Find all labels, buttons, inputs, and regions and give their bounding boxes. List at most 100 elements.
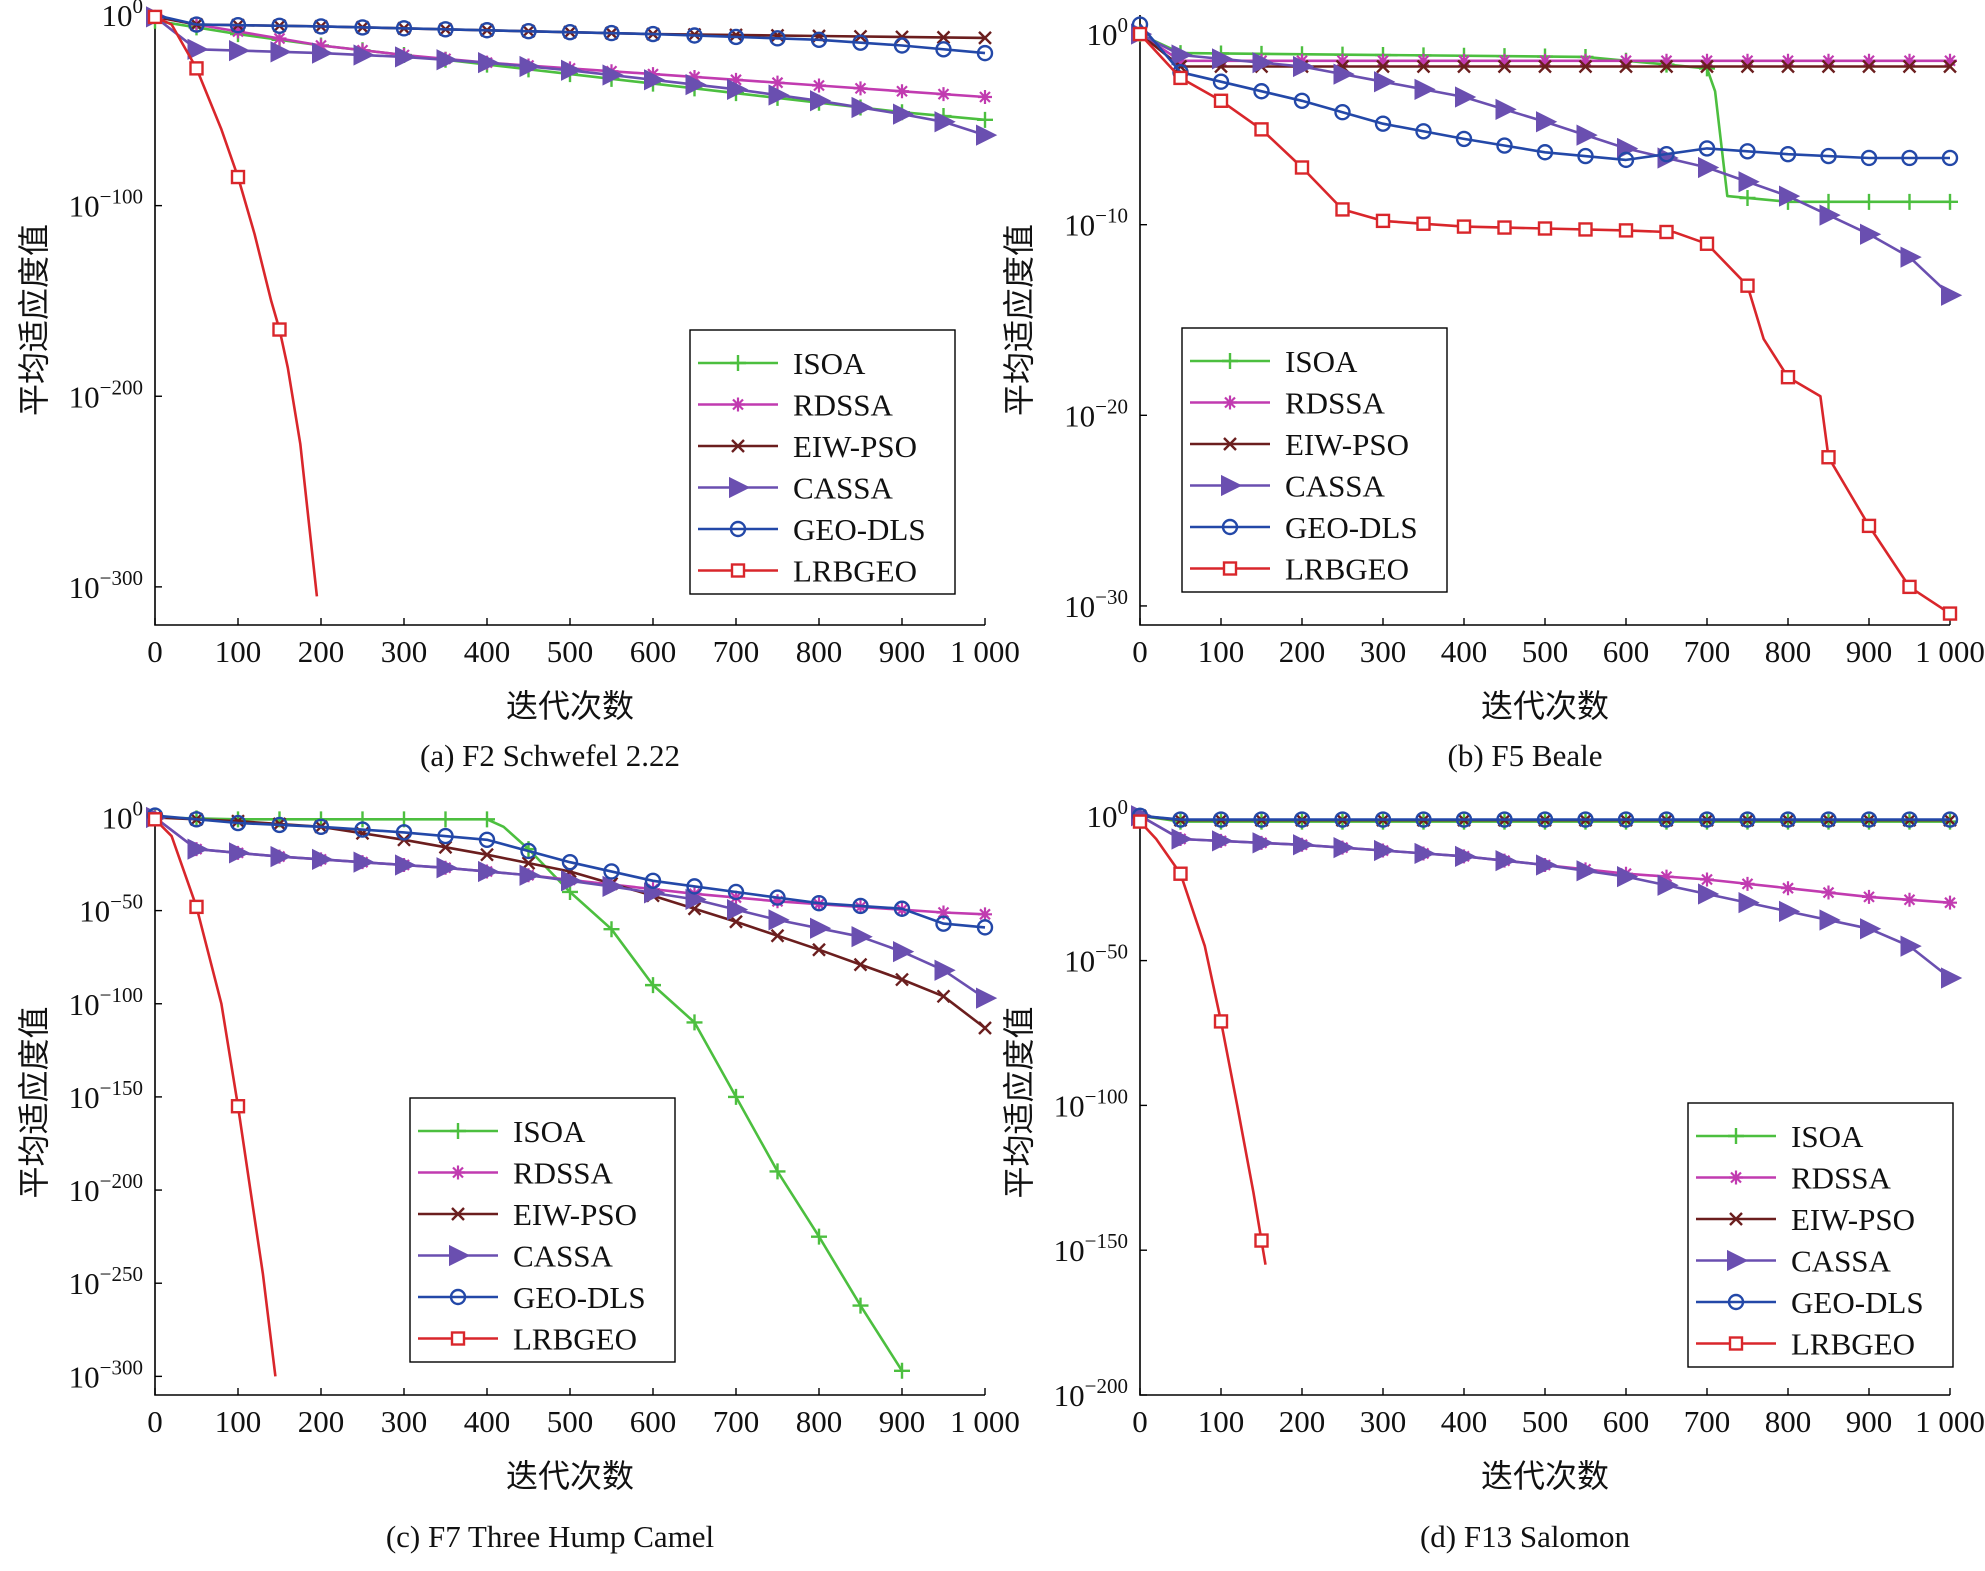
x-tick-label: 700 [1684, 1404, 1731, 1439]
series-line [1139, 32, 1951, 297]
series-line [154, 13, 986, 55]
series-marker [480, 847, 494, 862]
series-marker [271, 816, 288, 834]
series-marker [978, 907, 992, 922]
series-marker [1538, 53, 1552, 68]
series-marker [1860, 223, 1882, 245]
series-marker [1861, 518, 1877, 534]
x-tick-label: 200 [1279, 1404, 1326, 1439]
x-tick-label: 100 [215, 1404, 262, 1439]
series-marker [1738, 171, 1760, 193]
series-marker [977, 111, 993, 128]
series-marker [1333, 63, 1355, 85]
legend-item-rdssa: RDSSA [698, 388, 894, 423]
legend-marker [1727, 1249, 1749, 1272]
series-marker [189, 899, 204, 915]
series-marker [935, 41, 952, 58]
series-marker [1617, 811, 1635, 828]
legend-marker [1728, 1336, 1744, 1351]
series-marker [895, 84, 909, 99]
x-tick-label: 200 [298, 1404, 345, 1439]
legend-marker [450, 1331, 466, 1346]
series-marker [1455, 86, 1477, 108]
x-tick-label: 400 [464, 634, 511, 669]
series-marker [976, 124, 998, 146]
series-marker [1497, 53, 1512, 68]
series-marker [187, 838, 209, 860]
legend-label: EIW-PSO [1791, 1202, 1915, 1237]
series-marker [893, 37, 911, 54]
x-tick-label: 1 000 [1915, 1404, 1985, 1439]
x-tick-label: 800 [796, 1404, 843, 1439]
x-tick-label: 700 [713, 1404, 760, 1439]
legend-item-eiw-pso: EIW-PSO [698, 429, 917, 464]
series-marker [1658, 145, 1675, 163]
series-marker [519, 864, 541, 886]
series-marker [229, 842, 251, 864]
legend-label: GEO-DLS [1285, 510, 1418, 545]
series-marker [1619, 53, 1633, 68]
series-marker [354, 811, 371, 828]
series-marker [1497, 220, 1512, 235]
series-marker [1820, 193, 1837, 210]
series-marker [1415, 811, 1432, 828]
series-marker [644, 872, 662, 889]
x-axis-label: 迭代次数 [506, 1457, 634, 1495]
series-marker [354, 821, 371, 838]
series-cassa [146, 806, 998, 1009]
series-marker [438, 840, 453, 855]
y-tick-label: 10−20 [1064, 394, 1128, 433]
series-marker [1900, 935, 1922, 957]
legend-item-eiw-pso: EIW-PSO [418, 1197, 637, 1232]
series-marker [1212, 48, 1234, 70]
series-marker [1902, 59, 1917, 74]
series-marker [270, 845, 292, 868]
series-marker [1780, 369, 1796, 385]
series-marker [312, 18, 330, 35]
series-marker [1496, 137, 1513, 154]
x-axis-label: 迭代次数 [1481, 687, 1609, 725]
series-marker [1740, 59, 1755, 74]
legend-box [409, 1097, 676, 1363]
series-marker [1578, 222, 1593, 237]
series-marker [1576, 860, 1598, 882]
series-marker [1901, 811, 1918, 828]
legend-item-geo-dls: GEO-DLS [698, 512, 926, 547]
series-marker [1212, 830, 1234, 852]
series-marker [1902, 579, 1917, 595]
series-marker [810, 90, 832, 112]
legend-marker [449, 1288, 467, 1306]
series-marker [229, 39, 251, 62]
series-marker [1941, 284, 1963, 306]
series-marker [893, 900, 911, 917]
series-marker [1252, 832, 1274, 854]
series-marker [1781, 59, 1795, 74]
series-line [1139, 32, 1950, 204]
series-marker [1781, 53, 1795, 68]
legend-item-geo-dls: GEO-DLS [1696, 1285, 1924, 1320]
legend-label: EIW-PSO [513, 1197, 637, 1232]
y-tick-label: 10−100 [1054, 1084, 1128, 1123]
series-marker [1659, 53, 1674, 68]
series-marker [1537, 221, 1553, 236]
legend-label: RDSSA [793, 388, 894, 423]
legend-label: EIW-PSO [793, 429, 917, 464]
y-tick-label: 10−50 [1064, 940, 1128, 979]
series-marker [478, 52, 500, 74]
series-marker [1901, 149, 1918, 167]
series-marker [1132, 26, 1148, 42]
legend: ISOA RDSSA EIW-PSO CASSA GEO-DLS LRBGEO [1687, 1102, 1954, 1368]
series-marker [727, 78, 749, 100]
series-marker [1658, 811, 1675, 828]
series-marker [1374, 71, 1396, 93]
x-tick-label: 1 000 [950, 1404, 1020, 1439]
series-marker [1577, 147, 1594, 165]
series-marker [1618, 223, 1634, 238]
legend-label: GEO-DLS [513, 1280, 646, 1315]
x-tick-label: 700 [713, 634, 760, 669]
series-marker [686, 1014, 703, 1031]
series-marker [187, 38, 209, 60]
series-marker [147, 812, 163, 827]
legend-item-isoa: ISOA [1190, 344, 1358, 379]
series-line [154, 816, 986, 1030]
